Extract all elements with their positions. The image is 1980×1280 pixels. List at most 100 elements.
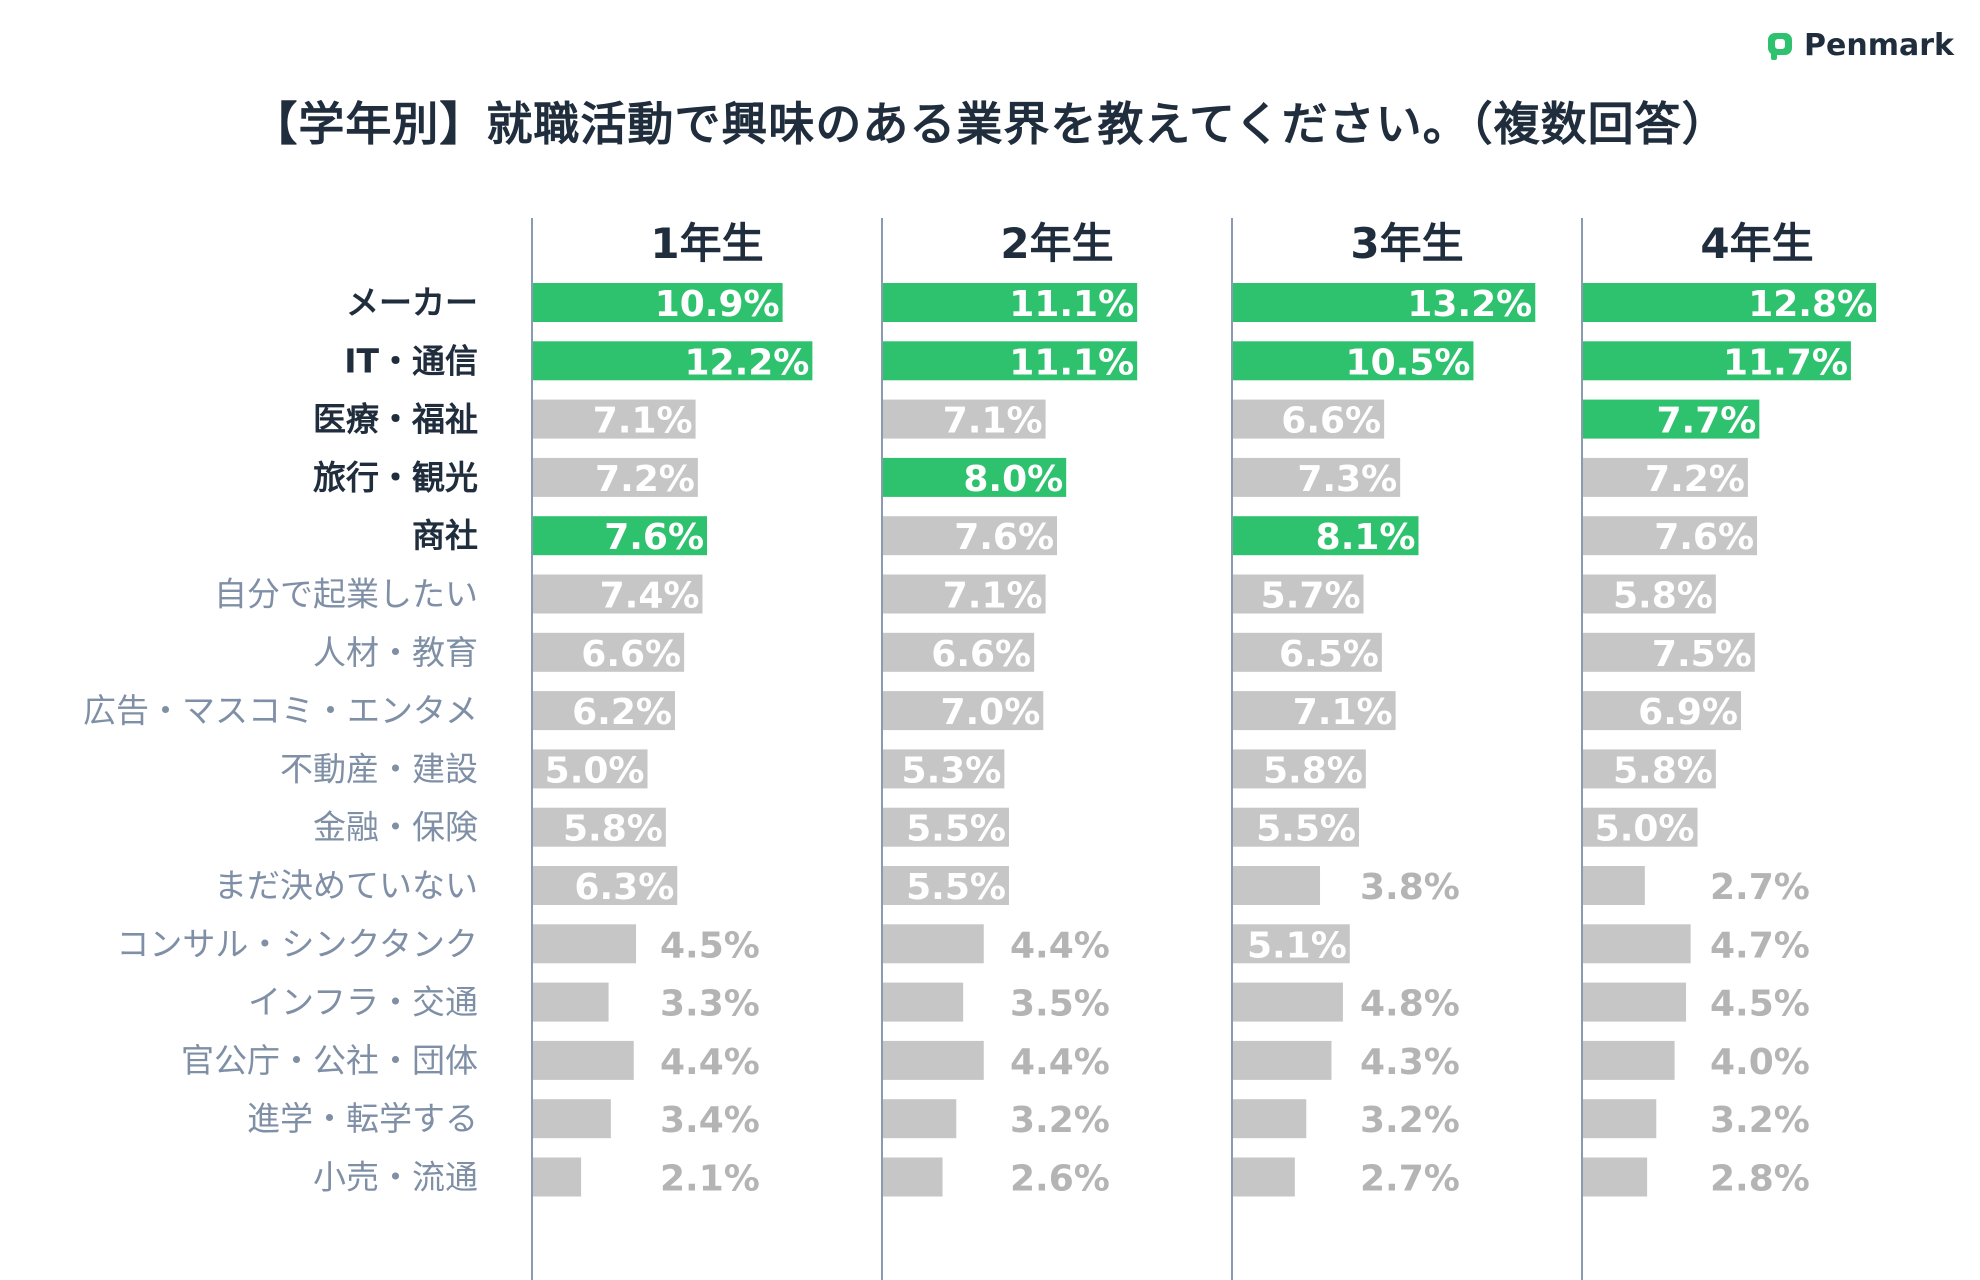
value-label: 13.2% [1407,284,1532,325]
bar [1583,341,1851,381]
value-label: 7.6% [954,517,1054,558]
bar [883,516,1058,556]
category-label: 旅行・観光 [313,458,478,497]
value-label: 4.4% [660,1042,760,1083]
value-label: 7.2% [595,459,695,500]
value-label: 7.1% [943,401,1043,442]
value-label: 4.5% [660,925,760,966]
bar [1583,1040,1675,1080]
value-label: 11.1% [1009,342,1134,383]
bar [883,691,1044,731]
bar [1583,516,1758,556]
value-label: 8.1% [1316,517,1416,558]
panel-title: 1年生 [650,219,763,268]
bar [1583,1099,1657,1139]
bar [883,1099,957,1139]
value-label: 6.6% [581,634,681,675]
value-label: 6.2% [572,692,672,733]
value-label: 8.0% [963,459,1063,500]
value-label: 7.5% [1652,634,1752,675]
bar [883,341,1138,381]
category-label: コンサル・シンクタンク [116,924,478,963]
bar [533,1040,634,1080]
value-label: 5.0% [545,750,645,791]
bar [883,1040,984,1080]
bar [533,516,708,556]
bar [1583,807,1698,847]
bar [533,749,648,789]
value-label: 3.2% [1010,1100,1110,1141]
value-label: 6.6% [931,634,1031,675]
value-label: 7.6% [1654,517,1754,558]
bar [1583,982,1687,1022]
value-label: 4.4% [1010,1042,1110,1083]
category-label: 人材・教育 [313,633,478,672]
bar [533,341,813,381]
value-label: 6.9% [1638,692,1738,733]
value-label: 7.1% [593,401,693,442]
value-label: 5.7% [1261,576,1361,617]
bar [533,982,609,1022]
value-label: 4.7% [1710,925,1810,966]
value-label: 5.5% [906,867,1006,908]
value-label: 4.5% [1710,984,1810,1025]
value-label: 3.5% [1010,984,1110,1025]
value-label: 7.3% [1297,459,1397,500]
category-label: 不動産・建設 [280,749,478,788]
value-label: 2.7% [1360,1159,1460,1200]
bar [883,632,1035,672]
value-label: 5.0% [1595,809,1695,850]
value-label: 3.2% [1360,1100,1460,1141]
category-label: 商社 [412,516,478,555]
bar [1583,924,1691,964]
bar [1583,283,1877,322]
value-label: 3.3% [660,984,760,1025]
value-label: 7.2% [1645,459,1745,500]
bar [1233,516,1419,556]
value-label: 7.0% [940,692,1040,733]
value-label: 7.6% [604,517,704,558]
value-label: 6.5% [1279,634,1379,675]
bar [1233,1157,1295,1197]
bar [883,1157,943,1197]
value-label: 4.0% [1710,1042,1810,1083]
bar [533,1157,582,1197]
value-label: 3.8% [1360,867,1460,908]
panel-title: 3年生 [1350,219,1463,268]
bar [883,574,1046,614]
bar [1583,399,1760,439]
category-label: インフラ・交通 [248,983,478,1022]
value-label: 5.1% [1247,925,1347,966]
bar [1233,341,1474,381]
bar [883,924,984,964]
bar [1233,1099,1307,1139]
value-label: 12.8% [1748,284,1873,325]
value-label: 11.7% [1723,342,1848,383]
bar [883,807,1009,847]
bar [1233,749,1366,789]
value-label: 5.8% [563,809,663,850]
bar [883,457,1067,497]
value-label: 10.5% [1346,342,1471,383]
bar [1583,1157,1648,1197]
bar [883,866,1009,905]
category-label: 広告・マスコミ・エンタメ [83,691,478,730]
category-label: 小売・流通 [313,1158,478,1197]
bar [1583,574,1716,614]
bar [533,924,637,964]
bar [1583,457,1748,497]
value-label: 11.1% [1009,284,1134,325]
bar [533,399,696,439]
value-label: 12.2% [684,342,809,383]
value-label: 5.5% [1256,809,1356,850]
value-label: 5.5% [906,809,1006,850]
bar [1233,924,1350,964]
value-label: 5.8% [1613,750,1713,791]
penmark-logo-icon [1768,32,1793,60]
value-label: 2.7% [1710,867,1810,908]
bar [1233,632,1382,672]
bar [533,807,666,847]
penmark-logo: Penmark [1766,28,1954,63]
category-label: メーカー [346,283,478,322]
